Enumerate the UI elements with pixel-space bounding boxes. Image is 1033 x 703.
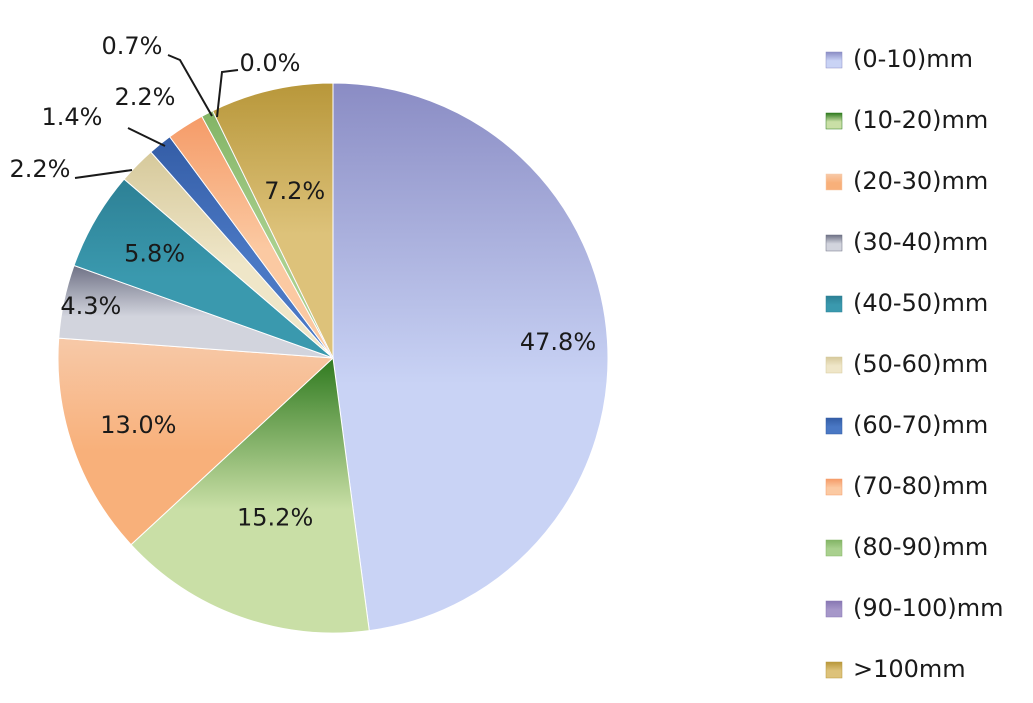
legend-label: (80-90)mm bbox=[853, 533, 988, 561]
legend-swatch bbox=[825, 539, 843, 557]
data-labels: 47.8% 15.2% 13.0% 4.3%5.8% 2.2% 1.4% 2.2% 0.7% 0… bbox=[10, 32, 597, 531]
pie-slice-100mm bbox=[211, 82, 334, 359]
data-label-100mm: 7.2% bbox=[264, 177, 325, 205]
legend-item-70-80-mm: (70-80)mm bbox=[825, 472, 988, 500]
pie-slice-0-10-mm bbox=[332, 82, 609, 632]
legend-label: >100mm bbox=[853, 655, 966, 683]
leader-line-60-70-mm bbox=[127, 127, 166, 147]
legend-label: (10-20)mm bbox=[853, 106, 988, 134]
legend-item-20-30-mm: (20-30)mm bbox=[825, 167, 988, 195]
legend-item-10-20-mm: (10-20)mm bbox=[825, 106, 988, 134]
leader-lines bbox=[74, 54, 239, 179]
legend-label: (50-60)mm bbox=[853, 350, 988, 378]
legend-swatch bbox=[825, 356, 843, 374]
legend: (0-10)mm (10-20)mm (20-30)mm (30-40)mm (40-5… bbox=[825, 45, 1004, 683]
data-label-50-60-mm: 2.2% bbox=[10, 155, 71, 183]
pie-slice-20-30-mm bbox=[57, 337, 335, 546]
legend-item-90-100-mm: (90-100)mm bbox=[825, 594, 1004, 622]
pie-slice-10-20-mm bbox=[130, 356, 370, 634]
leader-line-50-60-mm bbox=[74, 169, 133, 179]
legend-swatch bbox=[825, 112, 843, 130]
legend-swatch bbox=[825, 417, 843, 435]
legend-label: (40-50)mm bbox=[853, 289, 988, 317]
data-label-40-50-mm: 5.8% bbox=[124, 240, 185, 268]
legend-label: (20-30)mm bbox=[853, 167, 988, 195]
pie-slices bbox=[57, 82, 609, 634]
legend-item-30-40-mm: (30-40)mm bbox=[825, 228, 988, 256]
legend-label: (0-10)mm bbox=[853, 45, 973, 73]
legend-swatch bbox=[825, 234, 843, 252]
legend-label: (90-100)mm bbox=[853, 594, 1004, 622]
legend-swatch bbox=[825, 661, 843, 679]
legend-item-40-50-mm: (40-50)mm bbox=[825, 289, 988, 317]
legend-label: (60-70)mm bbox=[853, 411, 988, 439]
legend-item-100mm: >100mm bbox=[825, 655, 966, 683]
legend-item-50-60-mm: (50-60)mm bbox=[825, 350, 988, 378]
data-label-30-40-mm: 4.3% bbox=[60, 292, 121, 320]
data-label-80-90-mm: 0.7% bbox=[102, 32, 163, 60]
legend-swatch bbox=[825, 478, 843, 496]
data-label-70-80-mm: 2.2% bbox=[115, 83, 176, 111]
data-label-60-70-mm: 1.4% bbox=[42, 103, 103, 131]
legend-swatch bbox=[825, 600, 843, 618]
legend-item-80-90-mm: (80-90)mm bbox=[825, 533, 988, 561]
data-label-10-20-mm: 15.2% bbox=[237, 503, 313, 531]
legend-item-0-10-mm: (0-10)mm bbox=[825, 45, 973, 73]
legend-swatch bbox=[825, 51, 843, 69]
legend-label: (30-40)mm bbox=[853, 228, 988, 256]
legend-swatch bbox=[825, 173, 843, 191]
legend-label: (70-80)mm bbox=[853, 472, 988, 500]
legend-item-60-70-mm: (60-70)mm bbox=[825, 411, 988, 439]
data-label-0-10-mm: 47.8% bbox=[520, 328, 596, 356]
data-label-20-30-mm: 13.0% bbox=[100, 411, 176, 439]
leader-line-90-100-mm bbox=[216, 69, 239, 118]
legend-swatch bbox=[825, 295, 843, 313]
data-label-90-100-mm: 0.0% bbox=[240, 49, 301, 77]
leader-line-80-90-mm bbox=[167, 54, 213, 117]
